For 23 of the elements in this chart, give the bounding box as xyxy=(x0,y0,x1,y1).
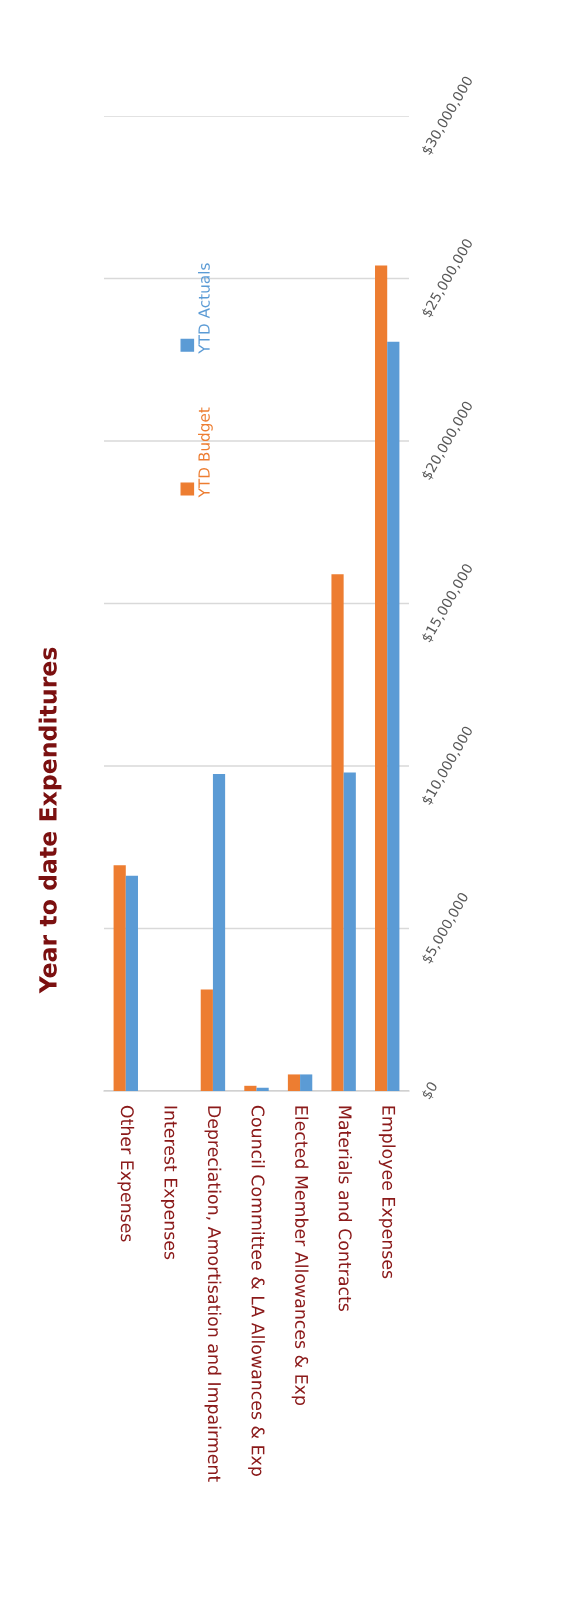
x-tick-label: Materials and Contracts xyxy=(338,1106,353,1312)
text: Year to date Expenditures xyxy=(38,647,62,994)
bar xyxy=(125,875,138,1091)
bar xyxy=(331,574,344,1091)
x-tick-label: Other Expenses xyxy=(117,1105,135,1242)
bar xyxy=(200,989,213,1091)
text: YTD Actuals xyxy=(198,263,210,354)
x-tick-label: Council Committee & LA Allowances & Exp xyxy=(248,1105,265,1476)
bar xyxy=(212,774,226,1091)
x-tick-label: Employee Expenses xyxy=(378,1106,396,1279)
bar xyxy=(300,1074,313,1091)
bar xyxy=(287,1074,301,1091)
x-tick-label: Interest Expenses xyxy=(160,1106,178,1260)
x-tick-label: Depreciation, Amortisation and Impairment xyxy=(204,1106,222,1482)
y-tick-label: $0 xyxy=(420,1080,440,1101)
bar xyxy=(343,772,356,1091)
bar xyxy=(375,265,388,1091)
bar xyxy=(244,1085,257,1091)
bar xyxy=(256,1087,269,1091)
bar xyxy=(113,865,126,1091)
text: YTD Budget xyxy=(198,407,213,498)
x-tick-label: Elected Member Allowances & Exp xyxy=(291,1106,309,1406)
bar xyxy=(387,341,400,1091)
